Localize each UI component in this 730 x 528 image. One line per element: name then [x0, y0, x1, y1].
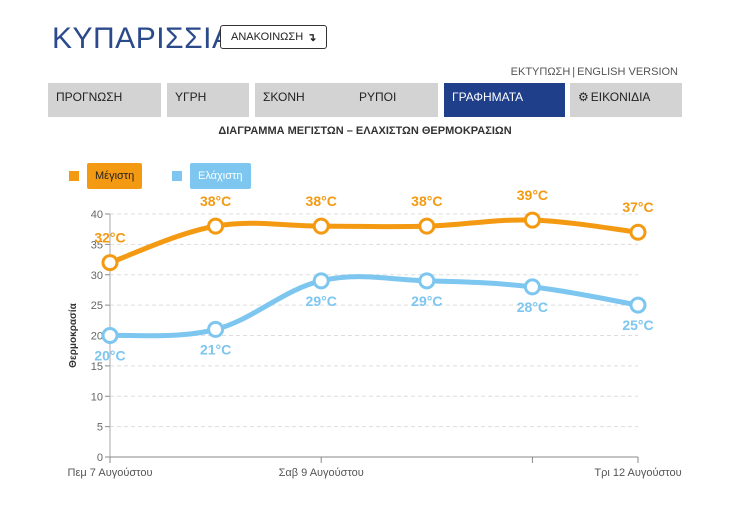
data-point: [312, 272, 330, 290]
y-axis-label: Θερμοκρασία: [68, 302, 79, 367]
tab-humidity-label: ΥΓΡΗ: [175, 90, 207, 104]
y-tick-label: 25: [91, 300, 103, 312]
y-tick-label: 35: [91, 239, 103, 251]
tab-charts[interactable]: ΓΡΑΦΗΜΑΤΑ: [444, 83, 565, 117]
y-tick-label: 40: [91, 209, 103, 221]
x-tick-label: Πεμ 7 Αυγούστου: [68, 467, 153, 479]
legend-label-max: Μέγιστη: [87, 163, 143, 189]
tab-dust-label: ΣΚΟΝΗ: [263, 90, 305, 104]
gear-icon: ⚙: [578, 90, 589, 104]
data-label: 20°C: [94, 348, 125, 364]
data-label: 28°C: [517, 299, 548, 315]
y-tick-label: 20: [91, 331, 103, 343]
data-point: [207, 320, 225, 338]
data-label: 38°C: [411, 193, 442, 209]
data-point: [523, 211, 541, 229]
x-tick-label: Σαβ 9 Αυγούστου: [279, 467, 364, 479]
data-point: [418, 217, 436, 235]
data-label: 38°C: [306, 193, 337, 209]
data-point: [101, 254, 119, 272]
data-point: [418, 272, 436, 290]
tab-forecast[interactable]: ΠΡΟΓΝΩΣΗ: [48, 83, 161, 117]
announcement-button[interactable]: ΑΝΑΚΟΙΝΩΣΗ ↴: [220, 25, 328, 49]
y-tick-label: 0: [97, 452, 103, 464]
y-tick-label: 15: [91, 361, 103, 373]
y-tick-label: 30: [91, 270, 103, 282]
top-links: ΕΚΤΥΠΩΣΗ | ENGLISH VERSION: [511, 66, 678, 78]
data-label: 29°C: [306, 293, 337, 309]
data-point: [207, 217, 225, 235]
announcement-button-label: ΑΝΑΚΟΙΝΩΣΗ: [231, 31, 304, 43]
english-version-link[interactable]: ENGLISH VERSION: [577, 66, 678, 78]
data-point: [629, 223, 647, 241]
data-point: [312, 217, 330, 235]
legend-swatch-max: [69, 171, 79, 181]
legend-item-min[interactable]: Ελάχιστη: [172, 163, 251, 189]
page-title: ΚΥΠΑΡΙΣΣΙΑ: [52, 22, 233, 55]
tab-humidity[interactable]: ΥΓΡΗ: [167, 83, 249, 117]
x-tick-label: Τρι 12 Αυγούστου: [594, 467, 681, 479]
data-label: 37°C: [622, 199, 653, 215]
main-nav: ΠΡΟΓΝΩΣΗ ΥΓΡΗ ΣΚΟΝΗ ΡΥΠΟΙ ΓΡΑΦΗΜΑΤΑ ⚙ ΕΙΚ…: [48, 83, 682, 117]
chart-title: ΔΙΑΓΡΑΜΜΑ ΜΕΓΙΣΤΩΝ – ΕΛΑΧΙΣΤΩΝ ΘΕΡΜΟΚΡΑΣ…: [218, 125, 512, 137]
tab-pollutants-label: ΡΥΠΟΙ: [359, 90, 397, 104]
tab-icons[interactable]: ⚙ ΕΙΚΟΝΙΔΙΑ: [570, 83, 682, 117]
links-separator: |: [572, 66, 576, 78]
legend-swatch-min: [172, 171, 182, 181]
data-label: 32°C: [94, 230, 125, 246]
data-point: [629, 296, 647, 314]
series-line-min: [107, 274, 641, 339]
tab-charts-label: ΓΡΑΦΗΜΑΤΑ: [452, 90, 524, 104]
data-label: 25°C: [622, 317, 653, 333]
data-label: 29°C: [411, 293, 442, 309]
legend-item-max[interactable]: Μέγιστη: [69, 163, 143, 189]
series-line-max: [107, 217, 641, 266]
data-point: [523, 278, 541, 296]
arrow-down-turn-icon: ↴: [307, 31, 317, 44]
data-label: 39°C: [517, 187, 548, 203]
print-link[interactable]: ΕΚΤΥΠΩΣΗ: [510, 66, 571, 78]
data-point: [101, 327, 119, 344]
tab-forecast-label: ΠΡΟΓΝΩΣΗ: [56, 90, 123, 104]
y-tick-label: 10: [91, 391, 103, 403]
legend-label-min: Ελάχιστη: [190, 163, 251, 189]
data-label: 38°C: [200, 193, 231, 209]
data-label: 21°C: [200, 341, 231, 357]
tab-icons-label: ΕΙΚΟΝΙΔΙΑ: [590, 90, 651, 104]
y-tick-label: 5: [97, 422, 103, 434]
tab-pollutants[interactable]: ΡΥΠΟΙ: [351, 83, 438, 117]
tab-dust[interactable]: ΣΚΟΝΗ: [255, 83, 351, 117]
